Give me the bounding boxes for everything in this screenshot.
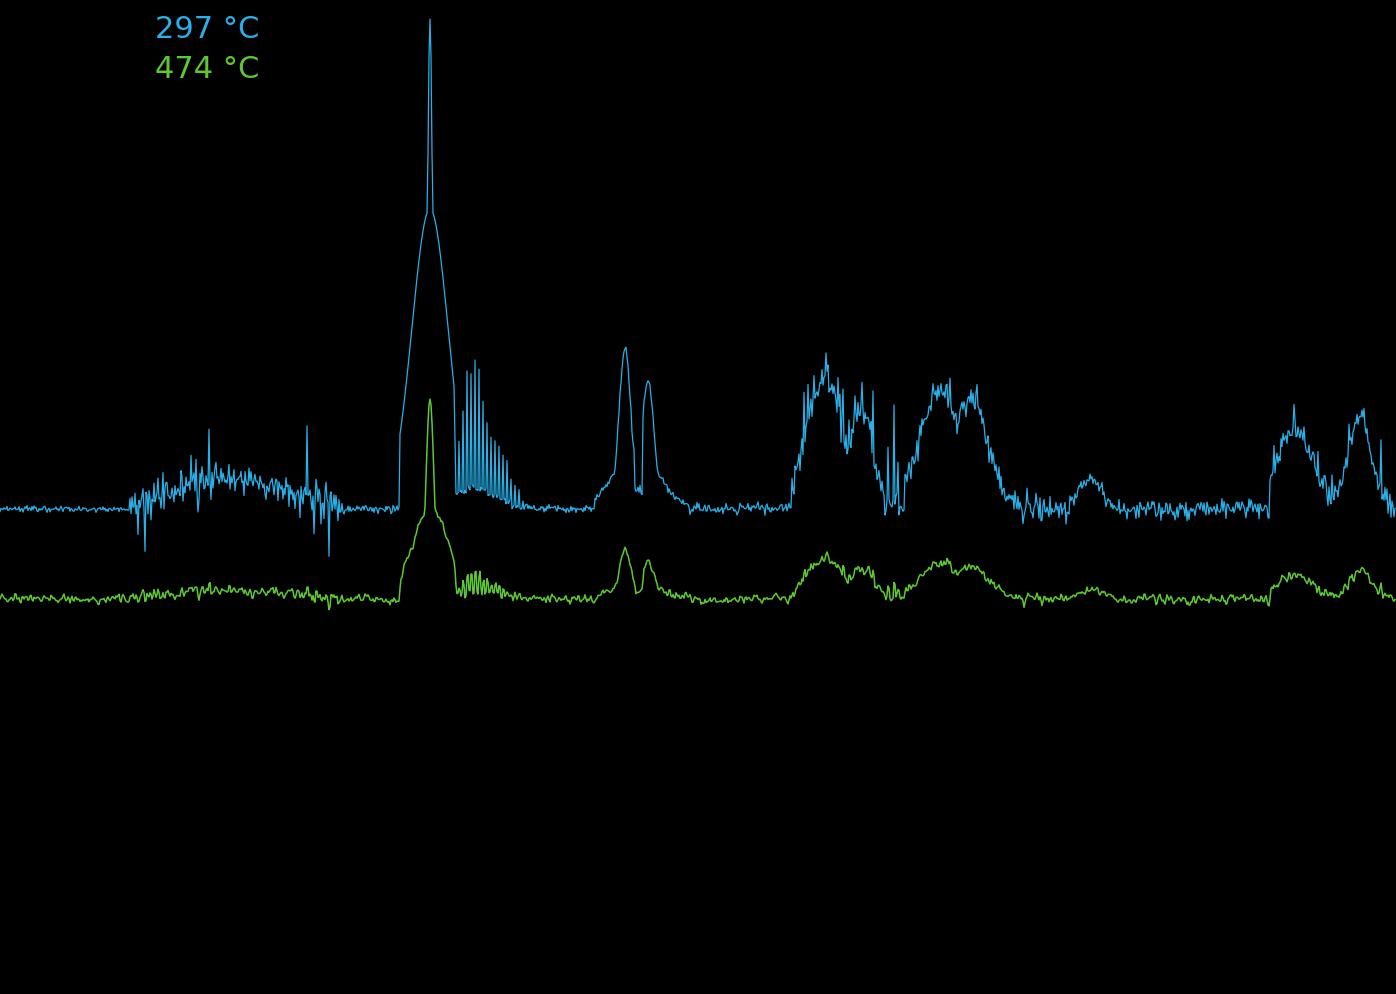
Text: 474 °C: 474 °C	[155, 55, 260, 83]
Text: 297 °C: 297 °C	[155, 15, 260, 44]
